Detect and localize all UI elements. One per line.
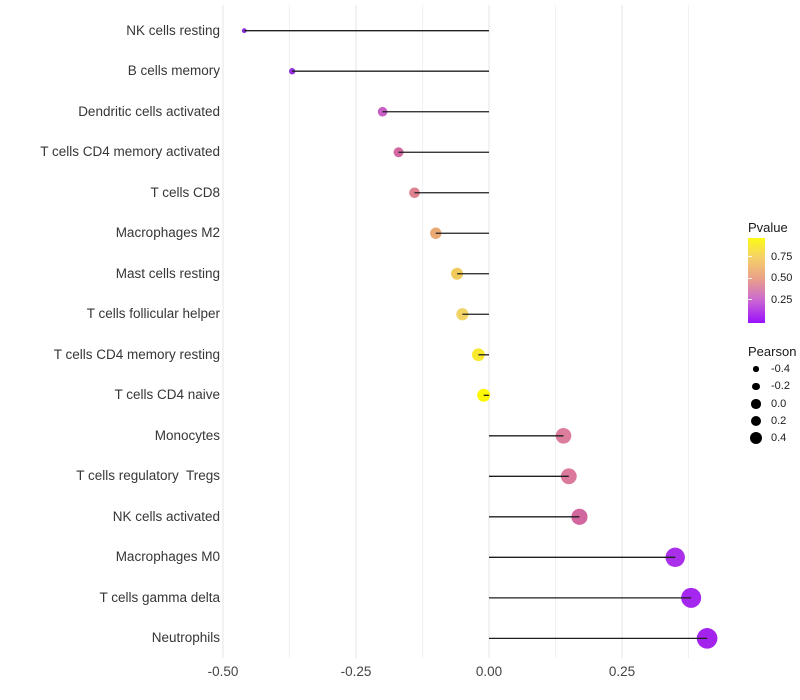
y-axis-label: B cells memory [127, 63, 220, 79]
pvalue-bar-tick [748, 256, 752, 257]
pearson-size-label: -0.2 [771, 380, 790, 392]
pvalue-tick-label: 0.50 [771, 272, 793, 284]
pearson-size-dot [751, 399, 761, 409]
x-axis-tick-label: 0.25 [608, 664, 636, 679]
pearson-dot-wrap [748, 415, 764, 427]
y-axis-label: NK cells resting [126, 22, 220, 38]
y-axis-label: Macrophages M2 [115, 225, 220, 241]
pearson-size-dot [750, 415, 762, 427]
pearson-legend-item: 0.2 [748, 413, 786, 430]
pearson-dot-wrap [748, 366, 764, 372]
pvalue-tick-label: 0.75 [771, 250, 793, 263]
pearson-size-label: -0.4 [771, 362, 790, 375]
lollipop-dot [288, 68, 296, 75]
pearson-size-label: 0.0 [771, 397, 787, 410]
pearson-size-label: 0.2 [771, 414, 787, 427]
pearson-dot-wrap [748, 432, 764, 444]
y-axis-label: Mast cells resting [115, 265, 220, 281]
y-axis-label: T cells regulatory Tregs [76, 468, 220, 484]
y-axis-label: Neutrophils [151, 630, 220, 646]
y-axis-label: T cells gamma delta [99, 589, 220, 605]
pearson-size-label: 0.4 [771, 431, 787, 444]
y-axis-label: Macrophages M0 [115, 549, 220, 565]
pearson-size-dot [750, 432, 762, 444]
major-gridlines [222, 5, 623, 658]
pearson-legend-item: 0.0 [748, 396, 786, 413]
lollipop-dot [571, 508, 588, 525]
x-axis-tick-label: -0.50 [207, 664, 239, 679]
y-axis-label: T cells CD4 naive [114, 387, 220, 403]
y-axis-label: Monocytes [154, 427, 220, 443]
pearson-size-dot [753, 366, 759, 372]
pearson-dot-wrap [748, 382, 764, 391]
pvalue-bar-tick [748, 299, 752, 300]
pvalue-tick-label: 0.25 [771, 293, 793, 306]
lollipop-stems [244, 30, 708, 639]
y-axis-label: T cells CD4 memory activated [40, 144, 220, 160]
y-axis-label: NK cells activated [112, 508, 220, 524]
pvalue-bar-tick [748, 278, 752, 279]
pvalue-gradient-bar [748, 238, 765, 323]
y-axis-label: Dendritic cells activated [78, 103, 220, 119]
x-axis-tick-label: 0.00 [475, 664, 503, 679]
pearson-legend-item: -0.4 [748, 361, 790, 378]
minor-gridlines [289, 5, 689, 658]
x-axis-tick-label: -0.25 [340, 664, 372, 679]
lollipop-dots [241, 28, 718, 649]
y-axis-label: T cells CD8 [150, 184, 220, 200]
pearson-legend-item: -0.2 [748, 378, 790, 395]
pearson-dot-wrap [748, 399, 764, 409]
pvalue-legend-title: Pvalue [748, 220, 788, 235]
pearson-legend-title: Pearson [748, 344, 797, 359]
pearson-size-dot [752, 382, 760, 391]
y-axis-label: T cells CD4 memory resting [53, 346, 220, 362]
pearson-legend-item: 0.4 [748, 430, 786, 447]
y-axis-label: T cells follicular helper [86, 306, 220, 322]
